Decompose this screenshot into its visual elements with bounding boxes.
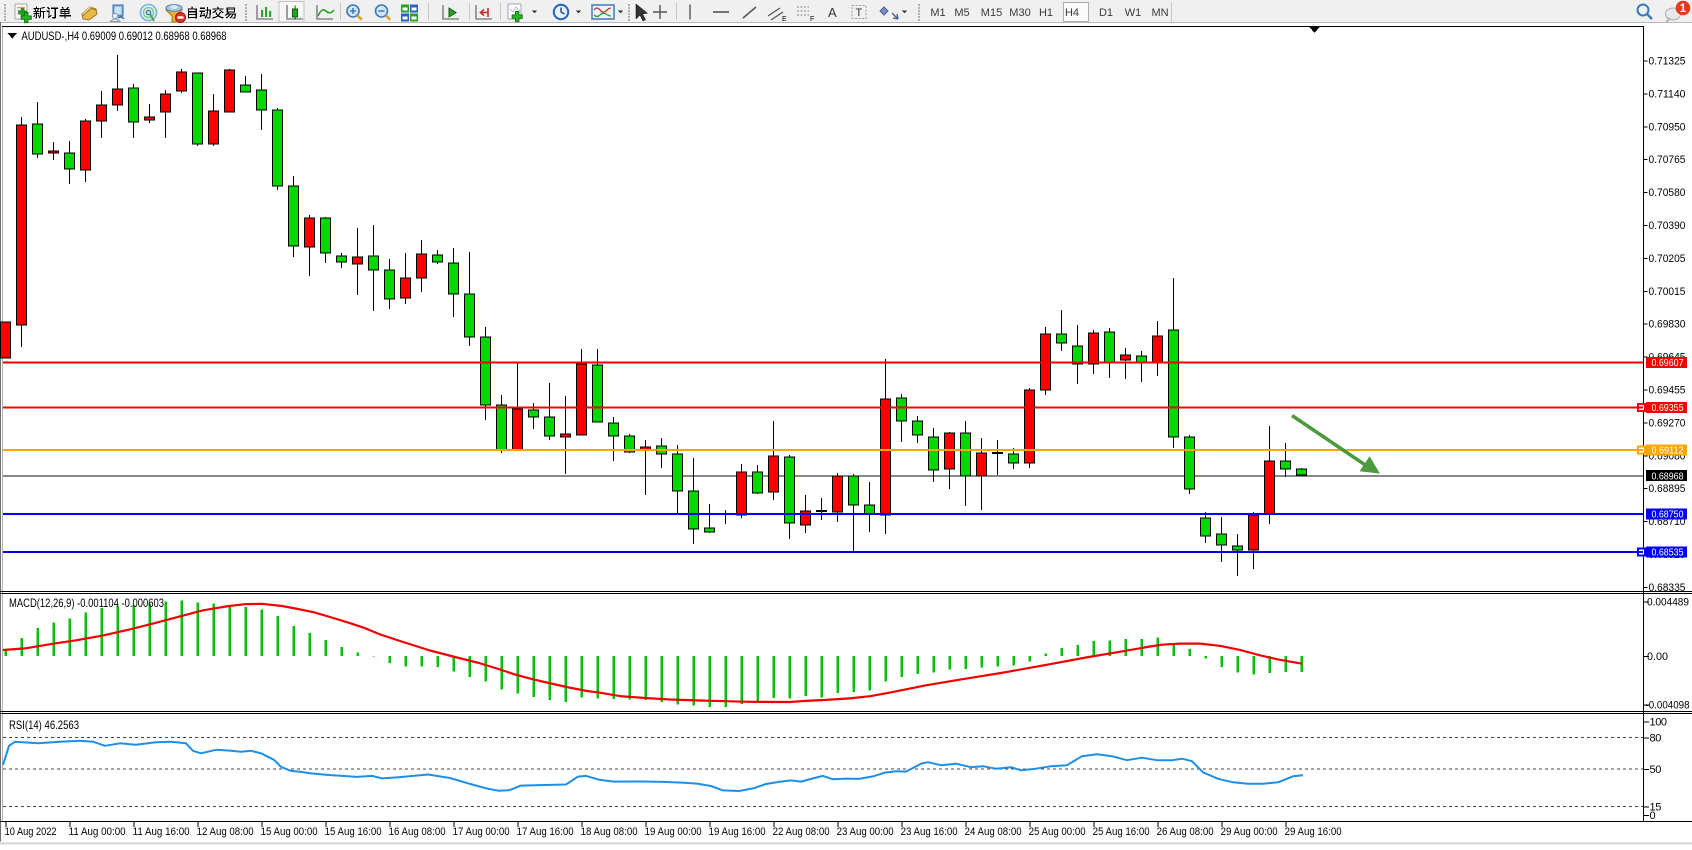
svg-text:16 Aug 08:00: 16 Aug 08:00 (389, 826, 446, 838)
svg-text:0.69270: 0.69270 (1649, 417, 1686, 429)
svg-text:0.71325: 0.71325 (1649, 56, 1686, 68)
svg-text:0.69355: 0.69355 (1652, 403, 1684, 414)
svg-text:100: 100 (1650, 717, 1667, 729)
svg-text:0.70950: 0.70950 (1649, 121, 1686, 133)
svg-text:0.69112: 0.69112 (1652, 446, 1684, 457)
svg-text:0.69455: 0.69455 (1649, 385, 1686, 397)
svg-text:17 Aug 16:00: 17 Aug 16:00 (517, 826, 574, 838)
svg-text:0: 0 (1650, 810, 1656, 822)
svg-text:D1: D1 (1099, 7, 1113, 19)
svg-text:0.69607: 0.69607 (1652, 358, 1684, 369)
svg-text:MACD(12,26,9) -0.001104 -0.000: MACD(12,26,9) -0.001104 -0.000603 (9, 596, 164, 610)
svg-text:AUDUSD-,H4 0.69009 0.69012 0.: AUDUSD-,H4 0.69009 0.69012 0.68968 0.689… (22, 29, 227, 43)
svg-text:26 Aug 08:00: 26 Aug 08:00 (1157, 826, 1214, 838)
svg-text:24 Aug 08:00: 24 Aug 08:00 (965, 826, 1022, 838)
svg-text:0.68968: 0.68968 (1652, 471, 1684, 482)
svg-text:29 Aug 00:00: 29 Aug 00:00 (1221, 826, 1278, 838)
svg-text:H1: H1 (1039, 7, 1053, 19)
svg-text:29 Aug 16:00: 29 Aug 16:00 (1285, 826, 1342, 838)
svg-text:0.69830: 0.69830 (1649, 319, 1686, 331)
svg-text:0.68750: 0.68750 (1652, 510, 1684, 521)
svg-text:11 Aug 16:00: 11 Aug 16:00 (133, 826, 190, 838)
svg-text:23 Aug 16:00: 23 Aug 16:00 (901, 826, 958, 838)
svg-text:19 Aug 00:00: 19 Aug 00:00 (645, 826, 702, 838)
svg-text:0.70390: 0.70390 (1649, 220, 1686, 232)
svg-text:15 Aug 16:00: 15 Aug 16:00 (325, 826, 382, 838)
svg-text:23 Aug 00:00: 23 Aug 00:00 (837, 826, 894, 838)
svg-text:80: 80 (1650, 732, 1662, 744)
svg-text:RSI(14) 46.2563: RSI(14) 46.2563 (9, 718, 79, 732)
svg-text:W1: W1 (1125, 7, 1142, 19)
svg-text:M1: M1 (930, 7, 945, 19)
svg-text:0.00: 0.00 (1647, 651, 1668, 663)
svg-text:M5: M5 (954, 7, 969, 19)
svg-text:MN: MN (1151, 7, 1168, 19)
svg-text:-0.004098: -0.004098 (1646, 699, 1690, 711)
svg-text:H4: H4 (1065, 7, 1079, 19)
svg-text:15: 15 (1650, 801, 1662, 813)
svg-text:50: 50 (1650, 764, 1662, 776)
svg-text:F: F (810, 16, 814, 23)
svg-text:0.68895: 0.68895 (1649, 483, 1686, 495)
svg-text:10 Aug 2022: 10 Aug 2022 (5, 826, 57, 838)
svg-text:25 Aug 00:00: 25 Aug 00:00 (1029, 826, 1086, 838)
svg-text:0.68535: 0.68535 (1652, 547, 1684, 558)
svg-text:T: T (856, 7, 863, 19)
svg-text:15 Aug 00:00: 15 Aug 00:00 (261, 826, 318, 838)
svg-text:E: E (782, 16, 787, 23)
svg-text:0.70580: 0.70580 (1649, 187, 1686, 199)
svg-text:0.70765: 0.70765 (1649, 154, 1686, 166)
svg-text:25 Aug 16:00: 25 Aug 16:00 (1093, 826, 1150, 838)
svg-text:M30: M30 (1009, 7, 1030, 19)
svg-text:17 Aug 00:00: 17 Aug 00:00 (453, 826, 510, 838)
svg-text:0.70205: 0.70205 (1649, 253, 1686, 265)
svg-text:0.71140: 0.71140 (1649, 88, 1686, 100)
svg-text:0.70015: 0.70015 (1649, 286, 1686, 298)
svg-text:0.004489: 0.004489 (1647, 597, 1689, 609)
svg-text:19 Aug 16:00: 19 Aug 16:00 (709, 826, 766, 838)
svg-text:A: A (828, 5, 837, 20)
svg-text:1: 1 (1680, 3, 1687, 15)
svg-text:0.68335: 0.68335 (1649, 582, 1686, 594)
svg-text:18 Aug 08:00: 18 Aug 08:00 (581, 826, 638, 838)
svg-text:M15: M15 (981, 7, 1002, 19)
svg-text:11 Aug 00:00: 11 Aug 00:00 (69, 826, 126, 838)
svg-text:22 Aug 08:00: 22 Aug 08:00 (773, 826, 830, 838)
svg-text:12 Aug 08:00: 12 Aug 08:00 (197, 826, 254, 838)
